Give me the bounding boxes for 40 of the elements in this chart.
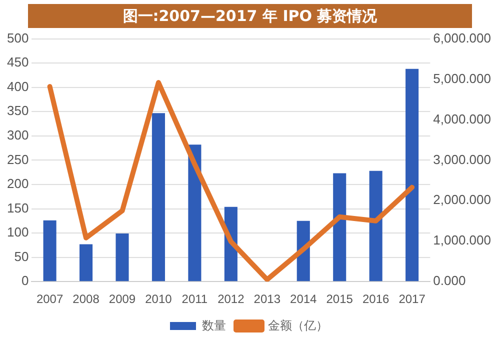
x-tick-label: 2011 bbox=[182, 292, 208, 306]
bar bbox=[333, 173, 346, 282]
x-tick-label: 2013 bbox=[254, 292, 281, 306]
x-tick-label: 2012 bbox=[218, 292, 245, 306]
y2-tick-label: 1,000.000 bbox=[433, 232, 492, 248]
x-tick-label: 2014 bbox=[290, 292, 318, 306]
x-tick-label: 2015 bbox=[326, 292, 354, 306]
y-tick-label: 400 bbox=[6, 78, 29, 94]
chart-title: 图一:2007—2017 年 IPO 募资情况 bbox=[28, 4, 472, 28]
legend-label: 金额（亿） bbox=[268, 318, 328, 332]
x-tick-label: 2016 bbox=[362, 292, 390, 306]
y-tick-label: 150 bbox=[6, 200, 29, 216]
bar bbox=[188, 144, 202, 282]
y-tick-label: 250 bbox=[6, 152, 29, 167]
y2-tick-label: 2,000.000 bbox=[433, 192, 492, 208]
y2-tick-label: 4,000.000 bbox=[433, 111, 492, 126]
y-tick-label: 200 bbox=[6, 176, 29, 192]
y-tick-label: 300 bbox=[6, 128, 29, 142]
y2-tick-label: 0.000 bbox=[433, 273, 466, 288]
bar bbox=[43, 220, 56, 282]
y2-tick-label: 6,000.000 bbox=[433, 30, 492, 46]
y-tick-label: 450 bbox=[6, 54, 29, 70]
y-tick-label: 100 bbox=[6, 224, 29, 240]
y-tick-label: 500 bbox=[6, 30, 29, 46]
y2-tick-label: 3,000.000 bbox=[433, 152, 492, 167]
bar bbox=[80, 244, 93, 282]
x-tick-label: 2010 bbox=[145, 292, 172, 306]
x-tick-label: 2009 bbox=[108, 292, 136, 306]
bar bbox=[406, 68, 419, 282]
x-tick-label: 2008 bbox=[72, 292, 100, 306]
y-tick-label: 350 bbox=[6, 103, 29, 118]
y-tick-label: 50 bbox=[14, 248, 29, 264]
y2-tick-label: 5,000.000 bbox=[433, 70, 492, 86]
x-tick-label: 2007 bbox=[36, 292, 64, 306]
bar bbox=[152, 113, 165, 282]
x-tick-label: 2017 bbox=[398, 292, 426, 306]
bar bbox=[116, 234, 129, 282]
legend-label: 数量 bbox=[202, 318, 226, 332]
bar bbox=[369, 170, 382, 282]
y-tick-label: 0 bbox=[21, 273, 29, 288]
